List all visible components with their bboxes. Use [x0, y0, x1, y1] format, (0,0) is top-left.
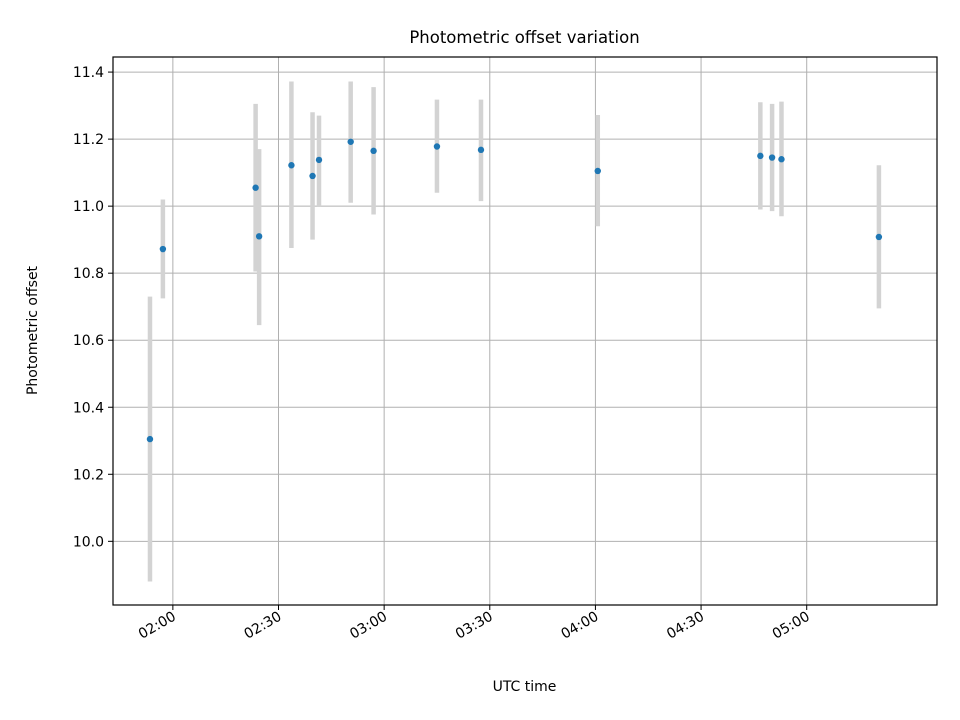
data-point — [768, 154, 776, 161]
data-point — [477, 146, 485, 154]
data-point — [370, 147, 377, 155]
y-tick-label: 11.4 — [73, 65, 104, 81]
chart-title: Photometric offset variation — [409, 28, 639, 47]
y-tick-label: 10.8 — [73, 266, 104, 282]
y-tick-label: 11.0 — [73, 199, 104, 215]
grid-lines — [113, 57, 937, 605]
data-point — [288, 162, 295, 169]
data-point — [778, 156, 785, 163]
data-point — [255, 233, 263, 240]
y-tick-label: 11.2 — [73, 132, 104, 148]
data-point — [757, 152, 764, 160]
data-point — [159, 245, 167, 253]
y-tick-label: 10.6 — [73, 333, 104, 349]
data-points — [146, 138, 883, 443]
data-point — [347, 138, 354, 145]
data-point — [315, 156, 323, 164]
data-point — [594, 167, 601, 175]
axis-ticks — [108, 71, 808, 610]
data-point — [309, 172, 316, 180]
data-point — [146, 435, 154, 443]
x-axis-label: UTC time — [493, 679, 557, 695]
data-point — [252, 184, 259, 191]
y-tick-label: 10.2 — [73, 467, 104, 483]
y-axis-label: Photometric offset — [25, 265, 41, 395]
y-tick-label: 10.0 — [73, 534, 104, 550]
data-point — [875, 233, 883, 241]
y-tick-labels: 10.0 10.2 10.4 10.6 10.8 11.0 11.2 11.4 — [73, 65, 104, 550]
y-tick-label: 10.4 — [73, 400, 104, 416]
plot-area-frame — [112, 56, 938, 606]
data-point — [433, 143, 441, 150]
